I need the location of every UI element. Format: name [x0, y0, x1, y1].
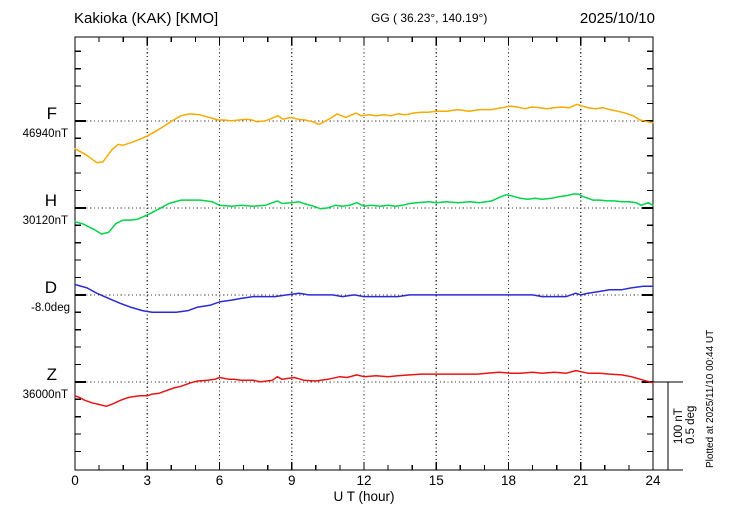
station-title: Kakioka (KAK) [KMO]: [74, 10, 218, 27]
trace-D: [74, 283, 654, 314]
scale-bar-caption: 100 nT 0.5 deg: [673, 405, 697, 444]
scale-bar: [653, 381, 683, 471]
baseline-value-D: -8.0deg: [31, 302, 70, 314]
baseline-value-H: 30120nT: [23, 215, 68, 227]
x-tick-3: 3: [143, 473, 151, 488]
x-tick-18: 18: [501, 473, 516, 488]
label-F: F: [47, 104, 57, 123]
trace-H: [74, 193, 654, 235]
geographic-coordinates: GG ( 36.23°, 140.19°): [371, 11, 487, 25]
x-tick-15: 15: [429, 473, 444, 488]
baseline-value-F: 46940nT: [23, 128, 68, 140]
x-axis-label: U T (hour): [333, 489, 394, 504]
x-tick-12: 12: [356, 473, 371, 488]
x-tick-0: 0: [71, 473, 79, 488]
trace-Z: [74, 369, 654, 408]
label-D: D: [45, 278, 57, 297]
plotted-at-stamp: Plotted at 2025/11/10 00:44 UT: [705, 330, 716, 468]
axis-ticks: [74, 37, 654, 470]
plot-graphics: [74, 36, 683, 471]
baseline-value-Z: 36000nT: [23, 389, 68, 401]
x-tick-9: 9: [288, 473, 296, 488]
label-H: H: [45, 191, 57, 210]
plot-date: 2025/10/10: [580, 10, 655, 27]
grid-lines: [75, 37, 653, 470]
trace-F: [74, 103, 654, 164]
x-tick-6: 6: [216, 473, 224, 488]
x-tick-21: 21: [573, 473, 588, 488]
x-tick-24: 24: [645, 473, 661, 488]
label-Z: Z: [47, 365, 57, 384]
